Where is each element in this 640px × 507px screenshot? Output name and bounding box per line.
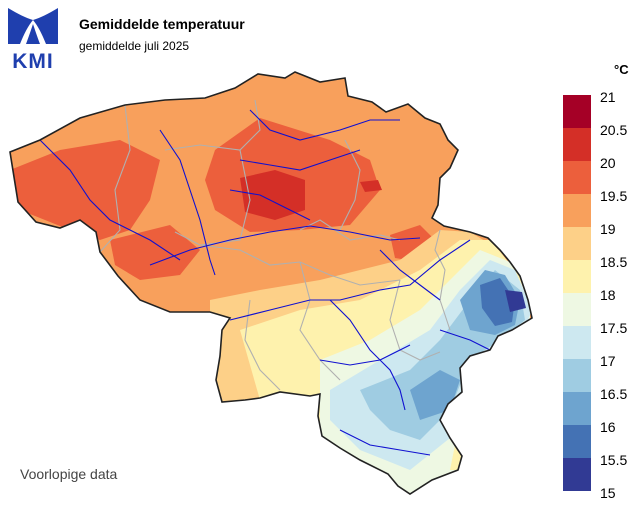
legend-swatch <box>563 95 591 128</box>
legend-tick-label: 17.5 <box>600 320 628 336</box>
legend-tick-label: 17 <box>600 353 616 369</box>
legend-tick-label: 15.5 <box>600 452 628 468</box>
legend-tick-label: 18 <box>600 287 616 303</box>
legend-swatch <box>563 293 591 326</box>
legend-swatch <box>563 392 591 425</box>
color-legend <box>563 95 591 491</box>
kmi-logo <box>8 8 58 44</box>
map-subtitle: gemiddelde juli 2025 <box>79 39 190 53</box>
provisional-data-note: Voorlopige data <box>20 466 118 482</box>
legend-tick-label: 18.5 <box>600 254 628 270</box>
legend-unit: °C <box>614 62 629 77</box>
legend-swatch <box>563 260 591 293</box>
legend-swatch <box>563 425 591 458</box>
legend-swatch <box>563 458 591 491</box>
legend-tick-label: 21 <box>600 89 616 105</box>
kmi-logo-text: KMI <box>12 50 54 73</box>
legend-tick-label: 19.5 <box>600 188 628 204</box>
legend-tick-label: 19 <box>600 221 616 237</box>
legend-swatch <box>563 128 591 161</box>
legend-tick-label: 16.5 <box>600 386 628 402</box>
legend-tick-label: 16 <box>600 419 616 435</box>
legend-tick-label: 20.5 <box>600 122 628 138</box>
legend-tick-label: 15 <box>600 485 616 501</box>
legend-swatch <box>563 227 591 260</box>
temperature-map <box>9 71 533 495</box>
legend-swatch <box>563 161 591 194</box>
legend-tick-label: 20 <box>600 155 616 171</box>
map-title: Gemiddelde temperatuur <box>79 16 245 32</box>
legend-swatch <box>563 194 591 227</box>
legend-swatch <box>563 359 591 392</box>
legend-swatch <box>563 326 591 359</box>
